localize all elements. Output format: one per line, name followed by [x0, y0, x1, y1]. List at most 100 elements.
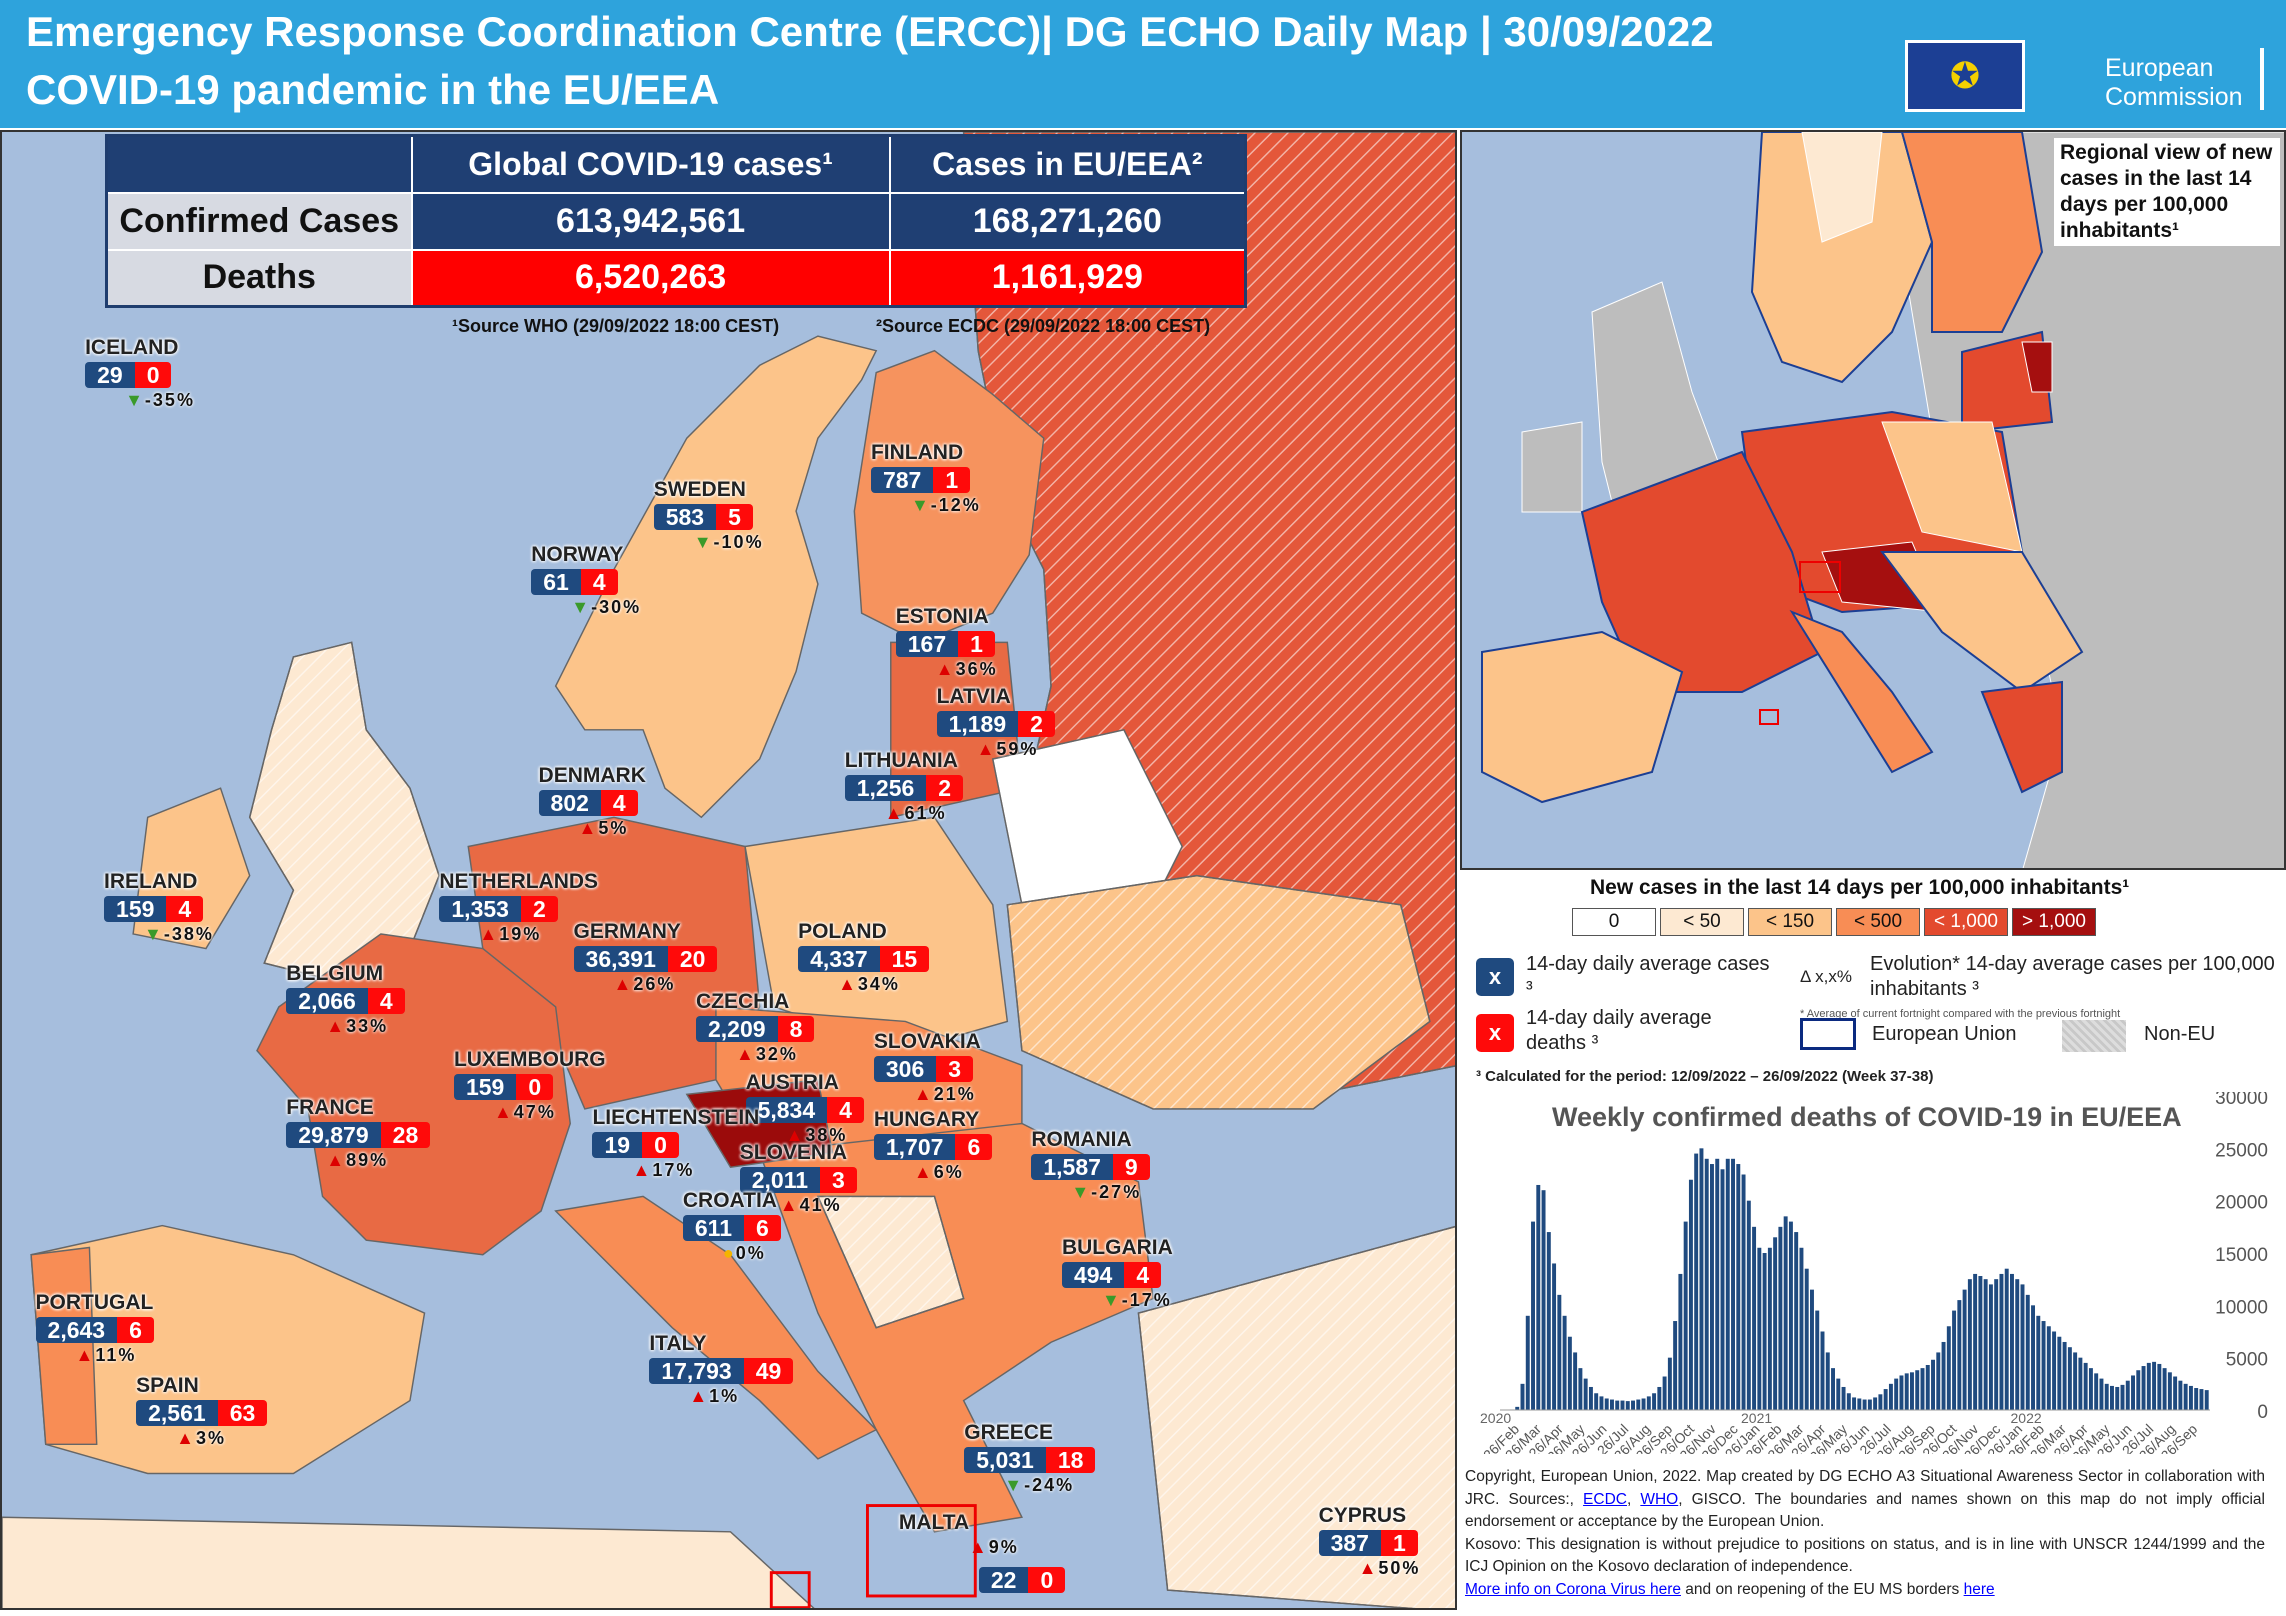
- cases-value: 17,793: [649, 1358, 744, 1385]
- country-name: ITALY: [649, 1332, 707, 1356]
- bar: [2110, 1385, 2114, 1410]
- header-eu: Cases in EU/EEA²: [888, 134, 1247, 194]
- bar: [2178, 1380, 2183, 1410]
- country-name: POLAND: [798, 919, 887, 943]
- bar: [1546, 1232, 1551, 1410]
- eu-deaths: 1,161,929: [888, 248, 1247, 308]
- bar: [2194, 1388, 2199, 1410]
- cases-value: 387: [1318, 1530, 1381, 1557]
- trend-down-icon: ▼: [910, 495, 931, 516]
- bar: [1978, 1276, 1983, 1410]
- country-name: LUXEMBOURG: [453, 1047, 606, 1071]
- malta-inset: [866, 1504, 977, 1598]
- bar: [1983, 1279, 1988, 1410]
- evolution-value: 17%: [652, 1160, 695, 1181]
- evolution-value: 47%: [513, 1101, 556, 1122]
- y-tick-label: 5000: [2226, 1350, 2268, 1371]
- regional-map-title: Regional view of new cases in the last 1…: [2054, 138, 2280, 246]
- country-name: BELGIUM: [286, 961, 384, 985]
- borders-text: and on reopening of the EU MS borders: [1680, 1580, 1964, 1598]
- year-label: 2021: [1741, 1410, 1772, 1426]
- cases-value: 1,189: [936, 710, 1019, 737]
- bar: [1631, 1400, 1635, 1410]
- deaths-legend-label: 14-day daily average deaths ³: [1526, 1007, 1712, 1054]
- bar: [1762, 1253, 1767, 1410]
- evolution-value: 11%: [95, 1345, 137, 1366]
- deaths-value: 49: [743, 1358, 794, 1385]
- y-tick-label: 15000: [2215, 1245, 2268, 1266]
- country-name: FINLAND: [870, 441, 964, 465]
- chart-title: Weekly confirmed deaths of COVID-19 in E…: [1552, 1102, 2182, 1132]
- cases-value: 159: [453, 1073, 517, 1100]
- footer: Copyright, European Union, 2022. Map cre…: [1465, 1468, 2265, 1598]
- bar: [1652, 1393, 1657, 1410]
- bar: [1783, 1216, 1788, 1410]
- country-name: SLOVENIA: [739, 1141, 848, 1165]
- bar: [1662, 1376, 1667, 1410]
- bar: [1562, 1315, 1567, 1410]
- evolution-value: 89%: [346, 1149, 389, 1170]
- evolution-value: 1%: [709, 1386, 740, 1407]
- bar: [1641, 1398, 1646, 1410]
- cases-value: 5,031: [964, 1447, 1046, 1474]
- bar: [1815, 1310, 1820, 1410]
- trend-down-icon: ▼: [1101, 1289, 1122, 1310]
- cases-value: 2,209: [696, 1015, 778, 1042]
- deaths-value: 1: [933, 467, 971, 494]
- cases-value: 1,256: [844, 774, 927, 801]
- trend-up-icon: ▲: [779, 1195, 800, 1216]
- bar: [2073, 1352, 2078, 1410]
- bar: [2041, 1321, 2046, 1410]
- trend-down-icon: ▼: [125, 390, 145, 411]
- evolution-value: -10%: [713, 531, 764, 552]
- corona-info-link[interactable]: More info on Corona Virus here: [1465, 1580, 1681, 1598]
- european-commission-logo: ✪ European Commission: [1905, 18, 2275, 114]
- bar: [1957, 1300, 1962, 1410]
- bar: [1720, 1169, 1725, 1410]
- country-label-lithuania: LITHUANIA 1,256 2 ▲61%: [844, 749, 964, 823]
- evolution-symbol: Δ x,x%: [1800, 967, 1852, 986]
- country-name: NETHERLANDS: [439, 869, 599, 893]
- regional-map-shapes: [1481, 132, 2284, 868]
- country-name: GERMANY: [573, 919, 681, 943]
- bar: [1752, 1226, 1757, 1410]
- country-label-cyprus: CYPRUS 387 1 ▲50%: [1318, 1504, 1418, 1578]
- copyright-text-2: , GISCO. The boundaries and names shown …: [1465, 1490, 2265, 1531]
- trend-down-icon: ▼: [1004, 1475, 1025, 1496]
- ecdc-link[interactable]: ECDC: [1583, 1490, 1627, 1508]
- bar: [1946, 1326, 1951, 1410]
- bar: [1873, 1397, 1878, 1410]
- bar: [1588, 1386, 1593, 1410]
- bar: [1573, 1352, 1578, 1410]
- bar: [2057, 1336, 2062, 1410]
- bar: [1731, 1158, 1735, 1410]
- country-label-estonia: ESTONIA 167 1 ▲36%: [895, 605, 996, 679]
- deaths-value: 1: [1380, 1530, 1418, 1557]
- bar: [1836, 1378, 1841, 1410]
- who-link[interactable]: WHO: [1640, 1490, 1679, 1508]
- trend-up-icon: ▲: [75, 1345, 96, 1366]
- cases-value: 2,066: [286, 987, 368, 1014]
- evolution-value: 38%: [805, 1125, 848, 1146]
- bar: [1773, 1237, 1778, 1410]
- bar: [1578, 1368, 1583, 1410]
- deaths-value: 4: [1124, 1261, 1162, 1288]
- deaths-value: 6: [955, 1133, 993, 1160]
- bar: [2078, 1357, 2083, 1410]
- evolution-value: -35%: [144, 390, 195, 411]
- deaths-value: 0: [642, 1132, 679, 1159]
- bar: [1725, 1158, 1730, 1410]
- bar: [1952, 1310, 1957, 1410]
- country-name: CZECHIA: [696, 989, 790, 1013]
- bar: [1536, 1184, 1541, 1410]
- bar: [2183, 1383, 2188, 1410]
- kosovo-note: Kosovo: This designation is without prej…: [1465, 1535, 2265, 1576]
- bar: [1820, 1331, 1825, 1410]
- bar: [2062, 1341, 2067, 1410]
- evolution-legend-label: Evolution* 14-day average cases per 100,…: [1870, 953, 2275, 1000]
- legend-bin: < 500: [1836, 908, 1920, 936]
- cases-value: 29: [85, 362, 135, 389]
- borders-link[interactable]: here: [1963, 1580, 1995, 1598]
- header-global: Global COVID-19 cases¹: [410, 134, 891, 194]
- country-name: LITHUANIA: [844, 748, 958, 772]
